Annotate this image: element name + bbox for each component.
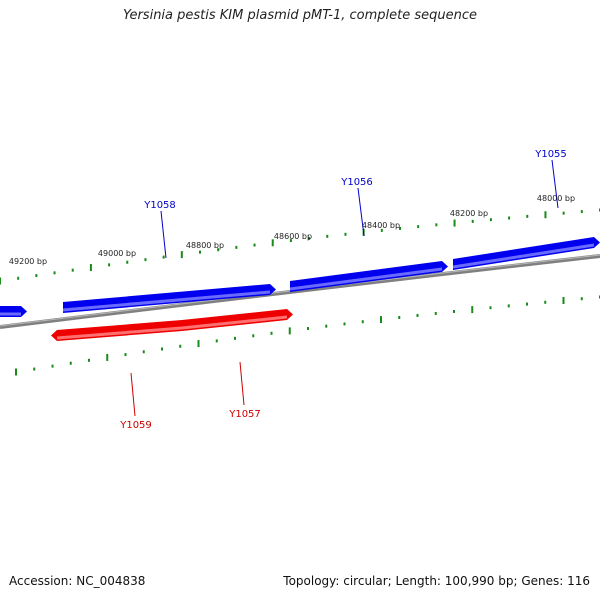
scale-label: 49200 bp bbox=[9, 257, 47, 266]
gene-arrow-y1055-shade bbox=[452, 243, 595, 269]
scale-ticks bbox=[0, 208, 600, 376]
leader-line-y1057 bbox=[239, 361, 245, 406]
topology-summary: Topology: circular; Length: 100,990 bp; … bbox=[283, 574, 590, 588]
gene-label-y1057: Y1057 bbox=[228, 409, 261, 420]
gene-labels: Y1058 Y1056 Y1055 Y1059 Y1057 bbox=[119, 149, 567, 431]
gene-arrow-y1056-shade bbox=[289, 267, 443, 291]
backbone-arc bbox=[0, 254, 600, 329]
gene-arrow-y1057-shade bbox=[181, 315, 288, 330]
leader-line-y1056 bbox=[357, 187, 365, 237]
scale-label: 48800 bp bbox=[186, 241, 224, 250]
leader-line-y1058 bbox=[160, 210, 167, 259]
gene-label-y1056: Y1056 bbox=[340, 177, 373, 188]
leader-line-y1059 bbox=[130, 372, 136, 417]
gene-label-y1055: Y1055 bbox=[534, 149, 567, 160]
scale-labels: 49200 bp 49000 bp 48800 bp 48600 bp 48400 bp… bbox=[9, 194, 575, 266]
leader-line-y1055 bbox=[551, 159, 559, 209]
accession-label: Accession: NC_004838 bbox=[9, 574, 146, 588]
gene-features bbox=[0, 237, 600, 341]
gene-arrow-y1058-shade bbox=[62, 290, 271, 312]
gene-label-y1058: Y1058 bbox=[143, 200, 176, 211]
map-title: Yersinia pestis KIM plasmid pMT-1, compl… bbox=[122, 8, 478, 23]
scale-label: 48200 bp bbox=[450, 209, 488, 218]
scale-label: 48400 bp bbox=[362, 221, 400, 230]
gene-label-y1059: Y1059 bbox=[119, 420, 152, 431]
scale-label: 48000 bp bbox=[537, 194, 575, 203]
scale-label: 48600 bp bbox=[274, 232, 312, 241]
scale-label: 49000 bp bbox=[98, 249, 136, 258]
gene-arrow-y1059-shade bbox=[56, 326, 183, 340]
